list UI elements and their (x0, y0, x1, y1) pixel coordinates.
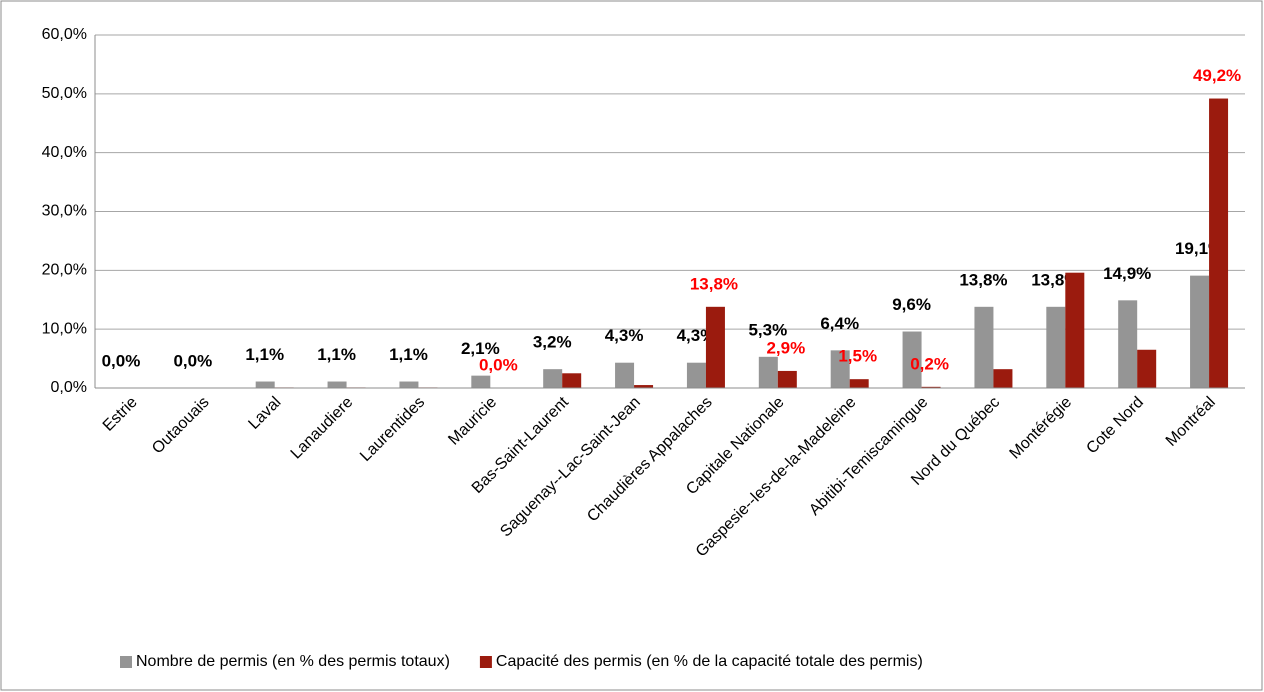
bar (849, 379, 869, 388)
value-label: 0,2% (910, 354, 949, 373)
bar (830, 350, 850, 388)
value-label: 2,9% (766, 338, 805, 357)
bar (471, 375, 491, 388)
y-tick-label: 0,0% (51, 379, 87, 396)
legend-label: Nombre de permis (en % des permis totaux… (136, 653, 450, 670)
value-label: 0,0% (173, 351, 212, 370)
value-label: 5,3% (748, 320, 787, 339)
value-label: 3,2% (533, 333, 572, 352)
bar (1118, 300, 1138, 388)
bar (777, 370, 797, 388)
bar (634, 385, 654, 388)
value-label: 4,3% (605, 326, 644, 345)
value-label: 9,6% (892, 295, 931, 314)
bar (902, 331, 922, 388)
bar (1209, 98, 1229, 388)
value-label: 1,1% (389, 345, 428, 364)
legend-label: Capacité des permis (en % de la capacité… (496, 653, 923, 670)
y-tick-label: 50,0% (42, 85, 87, 102)
value-label: 6,4% (820, 314, 859, 333)
value-label: 4,3% (677, 326, 716, 345)
bar (758, 356, 778, 388)
value-label: 1,5% (838, 347, 877, 366)
value-label: 49,2% (1193, 66, 1241, 85)
legend-swatch (120, 656, 132, 668)
value-label: 2,1% (461, 339, 500, 358)
bar (705, 306, 725, 388)
value-label: 1,1% (245, 345, 284, 364)
bar (1190, 275, 1210, 388)
bar (974, 306, 994, 388)
bar (327, 381, 347, 388)
bar (399, 381, 419, 388)
y-tick-label: 60,0% (42, 26, 87, 43)
bar (1046, 306, 1066, 388)
bar (1137, 349, 1157, 388)
value-label: 14,9% (1103, 264, 1151, 283)
y-tick-label: 30,0% (42, 203, 87, 220)
bar (615, 362, 635, 388)
value-label: 0,0% (479, 355, 518, 374)
value-label: 1,1% (317, 345, 356, 364)
bar (255, 381, 275, 388)
bar (686, 362, 706, 388)
bar (1065, 272, 1085, 388)
y-tick-label: 20,0% (42, 262, 87, 279)
value-label: 13,8% (690, 274, 738, 293)
y-tick-label: 40,0% (42, 144, 87, 161)
bar (993, 369, 1013, 388)
bar (921, 386, 941, 388)
bar (562, 373, 582, 388)
legend-swatch (479, 656, 492, 668)
value-label: 0,0% (102, 351, 141, 370)
value-label: 13,8% (959, 270, 1007, 289)
y-tick-label: 10,0% (42, 320, 87, 337)
bar (543, 369, 563, 388)
